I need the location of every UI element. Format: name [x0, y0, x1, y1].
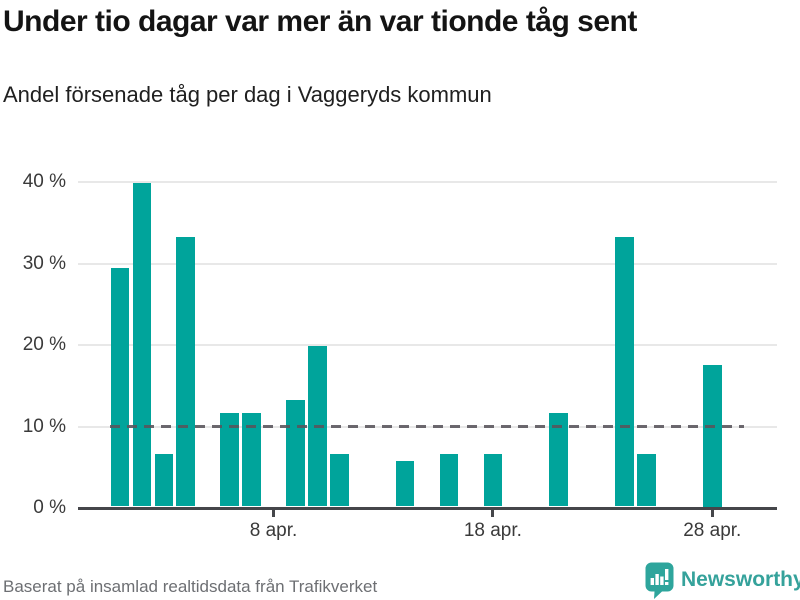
y-axis-label: 30 %	[22, 252, 66, 274]
reference-line-10pct	[110, 425, 744, 428]
source-note: Baserat på insamlad realtidsdata från Tr…	[3, 577, 378, 596]
bar-1-apr	[110, 268, 130, 507]
chart-title: Under tio dagar var mer än var tionde tå…	[3, 5, 637, 38]
bar-9-apr	[286, 400, 305, 507]
bar-18-apr	[483, 454, 503, 507]
chart-subtitle: Andel försenade tåg per dag i Vaggeryds …	[3, 82, 492, 107]
bar-3-apr	[154, 454, 174, 507]
bar-24-apr	[615, 237, 634, 507]
x-axis-label: 8 apr.	[249, 520, 298, 541]
x-tick-28	[710, 509, 714, 517]
bar-6-apr	[220, 412, 239, 507]
x-axis-label: 28 apr.	[683, 520, 742, 541]
bar-14-apr	[395, 460, 415, 507]
bar-16-apr	[439, 454, 459, 507]
newsworthy-wordmark: Newsworthy	[681, 568, 800, 591]
x-tick-18	[491, 509, 495, 517]
bar-4-apr	[176, 237, 195, 507]
bar-21-apr	[549, 412, 568, 507]
y-axis-label: 10 %	[22, 415, 66, 437]
newsworthy-chart-bubble-icon	[645, 562, 674, 599]
newsworthy-logo: Newsworthy	[645, 562, 800, 600]
bar-25-apr	[637, 454, 656, 507]
gridline-40	[78, 181, 777, 183]
x-axis-line	[78, 506, 777, 510]
bar-2-apr	[132, 182, 152, 507]
y-axis-label: 40 %	[22, 171, 66, 192]
y-axis-label: 20 %	[22, 334, 66, 355]
gridline-30	[78, 262, 777, 265]
gridline-20	[78, 344, 777, 346]
x-axis-label: 18 apr.	[463, 520, 522, 541]
x-tick-8	[272, 509, 275, 517]
bar-28-apr	[703, 365, 722, 507]
bar-7-apr	[242, 412, 261, 507]
bar-11-apr	[330, 454, 349, 507]
y-axis-label: 0 %	[33, 497, 66, 518]
